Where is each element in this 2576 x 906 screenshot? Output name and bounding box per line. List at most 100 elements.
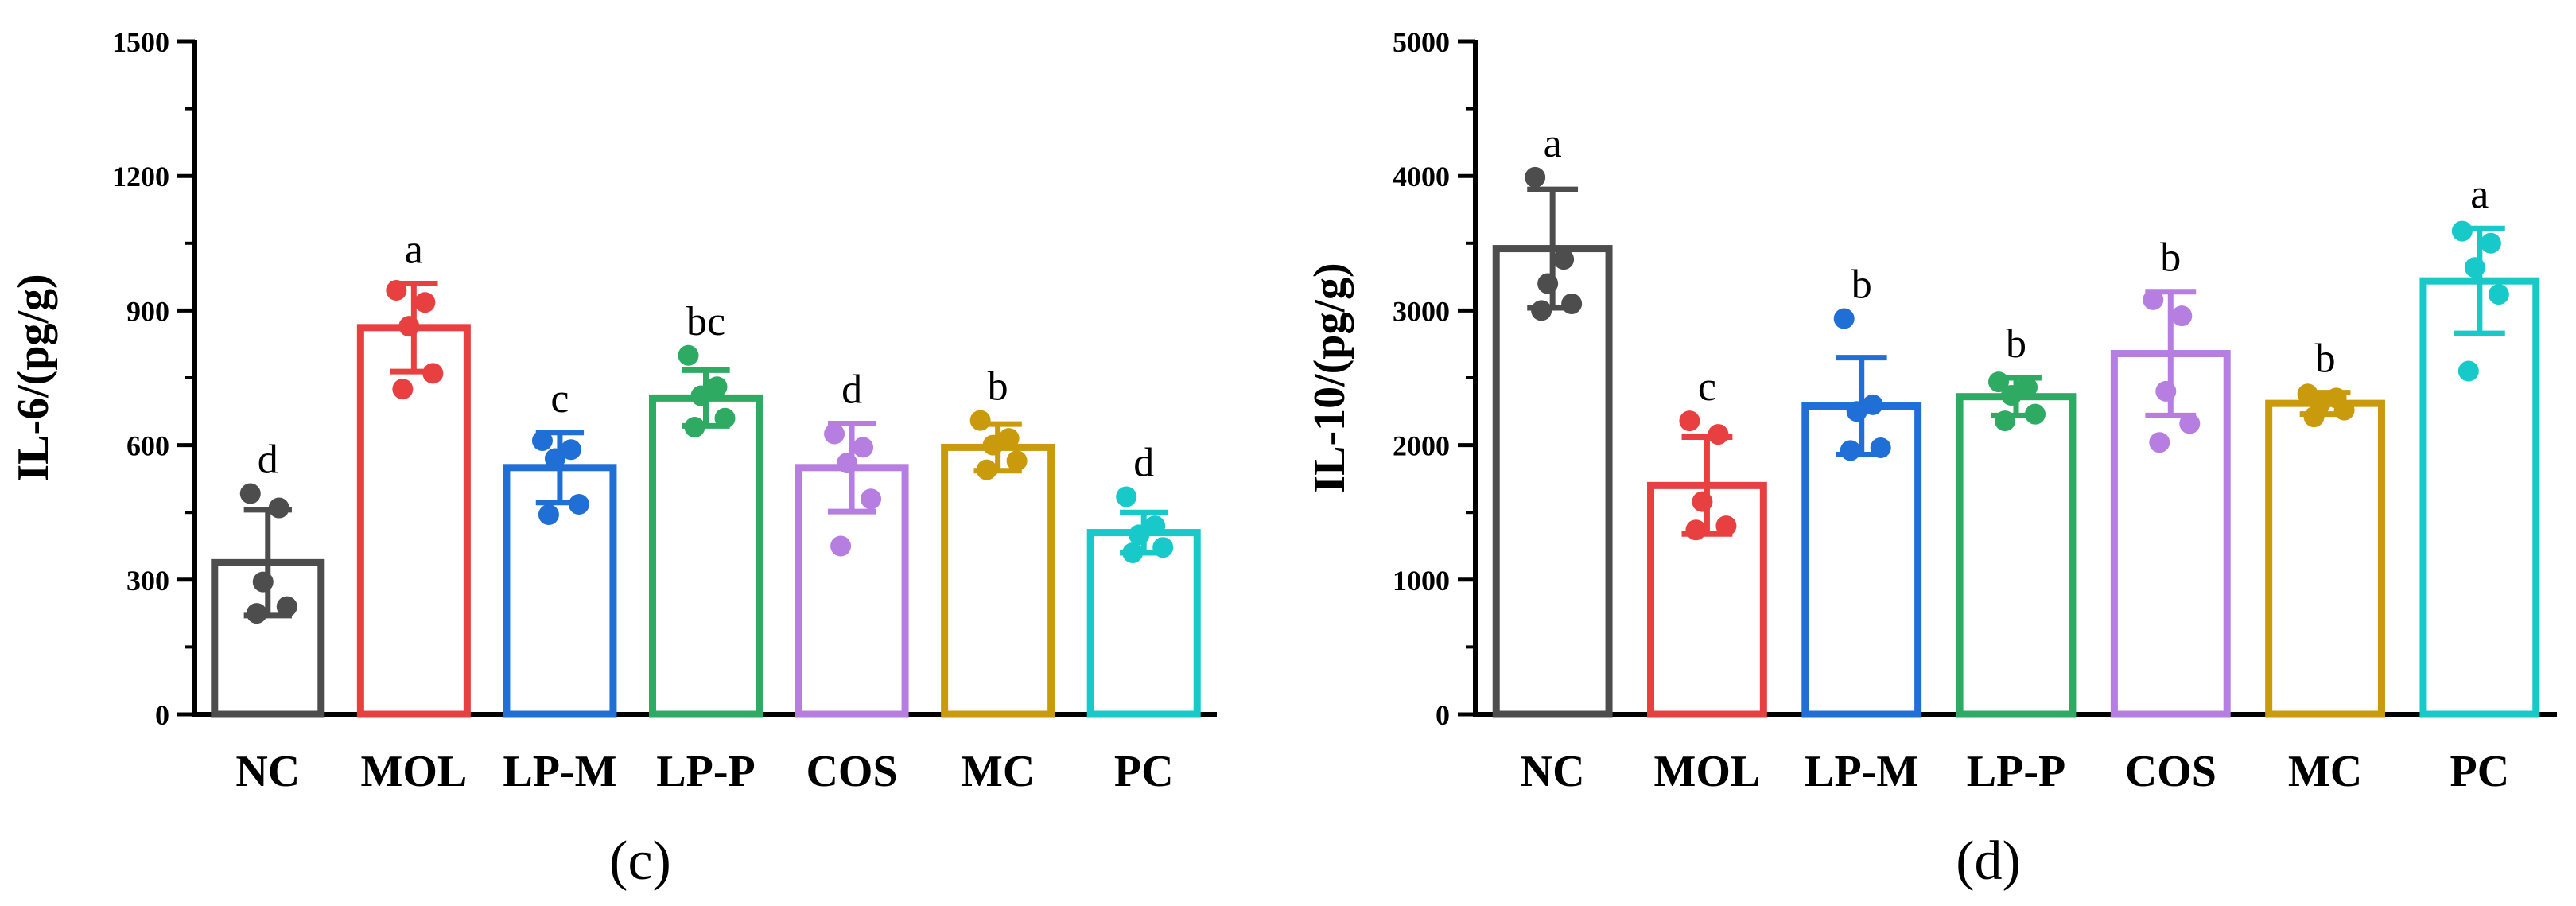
x-category-label: LP-M	[1805, 747, 1918, 796]
bar-lp-p	[648, 394, 763, 718]
data-point	[1685, 519, 1707, 541]
x-category-label: MC	[961, 747, 1035, 796]
data-point	[837, 453, 858, 474]
significance-label: a	[2470, 172, 2489, 217]
data-point	[1995, 410, 2015, 432]
significance-label: a	[405, 227, 423, 273]
significance-label: b	[988, 364, 1008, 410]
data-point	[422, 363, 444, 384]
significance-label: b	[1851, 262, 1872, 308]
data-point	[1537, 273, 1559, 294]
y-axis-title: IL-6/(pg/g)	[9, 274, 58, 481]
x-category-label: LP-M	[503, 747, 616, 796]
data-point	[2457, 360, 2479, 382]
bar-pc	[1086, 529, 1201, 718]
data-point	[1862, 394, 1883, 415]
data-point	[2451, 220, 2473, 242]
data-point	[2025, 403, 2046, 425]
bar-mol	[356, 324, 471, 718]
data-point	[268, 497, 289, 519]
data-point	[1129, 524, 1150, 546]
y-tick-label: 4000	[1393, 161, 1450, 192]
significance-label: d	[1133, 440, 1154, 485]
data-point	[538, 504, 559, 526]
data-point	[276, 596, 297, 617]
data-point	[392, 379, 414, 400]
x-category-label: LP-P	[1967, 747, 2065, 796]
x-category-label: COS	[806, 747, 897, 796]
data-point	[1116, 486, 1137, 507]
x-category-label: COS	[2125, 747, 2217, 796]
data-point	[1679, 410, 1700, 432]
data-point	[560, 439, 581, 461]
data-point	[1833, 308, 1855, 329]
data-point	[1840, 440, 1861, 461]
y-tick-label: 3000	[1393, 295, 1450, 327]
y-tick-label: 900	[126, 295, 169, 327]
data-point	[2333, 399, 2355, 421]
data-point	[252, 571, 274, 593]
data-point	[531, 430, 553, 451]
data-point	[830, 535, 852, 557]
data-point	[1122, 542, 1144, 563]
data-point	[1152, 537, 1174, 558]
data-point	[2143, 289, 2164, 310]
significance-label: b	[2160, 235, 2181, 281]
il6-chart-panel: 0 300 600 900 1200 1500 IL-6/(pg/g) d NC a MOL c LP-…	[9, 26, 1217, 892]
significance-label: d	[841, 367, 862, 413]
significance-label: b	[2315, 336, 2336, 382]
bar-pc	[2419, 277, 2540, 718]
data-point	[998, 428, 1020, 449]
x-category-label: MC	[2288, 747, 2362, 796]
significance-label: bc	[686, 299, 725, 344]
data-point	[398, 316, 420, 337]
data-point	[386, 280, 407, 301]
y-tick-label: 600	[126, 430, 169, 462]
x-category-label: MOL	[1654, 747, 1761, 796]
data-point	[1006, 450, 1028, 472]
significance-label: a	[1544, 121, 1562, 166]
x-category-label: MOL	[360, 747, 467, 796]
y-tick-label: 5000	[1393, 26, 1450, 58]
y-tick-label: 2000	[1393, 430, 1450, 462]
bar-lp-p	[1956, 393, 2077, 718]
data-point	[1715, 515, 1737, 537]
data-point	[969, 410, 991, 431]
data-point	[853, 437, 874, 458]
panel-label: (c)	[609, 830, 671, 892]
data-point	[2464, 257, 2485, 278]
y-tick-label: 0	[1436, 699, 1450, 731]
data-point	[568, 494, 589, 515]
data-point	[2480, 232, 2501, 254]
data-point	[678, 344, 699, 366]
data-point	[1144, 515, 1166, 537]
data-point	[2149, 432, 2170, 453]
data-point	[2001, 384, 2022, 406]
data-point	[246, 603, 267, 624]
y-tick-label: 1200	[112, 161, 169, 192]
bar-nc	[1492, 245, 1613, 718]
data-point	[2179, 413, 2201, 434]
data-point	[1531, 300, 1552, 321]
data-point	[690, 385, 712, 406]
data-point	[1525, 166, 1546, 188]
data-point	[1846, 401, 1867, 422]
data-point	[1553, 249, 1575, 270]
y-axis-title: IL-10/(pg/g)	[1305, 262, 1354, 492]
bar-mc	[941, 443, 1055, 718]
x-category-label: PC	[2450, 747, 2510, 796]
bar-mc	[2265, 399, 2385, 718]
significance-label: c	[550, 376, 569, 422]
y-tick-label: 1500	[112, 26, 169, 58]
data-point	[976, 459, 997, 480]
data-point	[1561, 293, 1583, 314]
y-tick-label: 1000	[1393, 565, 1450, 597]
data-point	[2303, 406, 2325, 428]
x-category-label: NC	[1521, 747, 1585, 796]
data-point	[714, 407, 736, 429]
data-point	[2171, 305, 2193, 327]
data-point	[1692, 491, 1713, 512]
x-category-label: PC	[1114, 747, 1174, 796]
data-point	[2488, 284, 2509, 305]
il10-chart-panel: 0 1000 2000 3000 4000 5000 IL-10/(pg/g) a NC c MOL…	[1305, 26, 2557, 892]
